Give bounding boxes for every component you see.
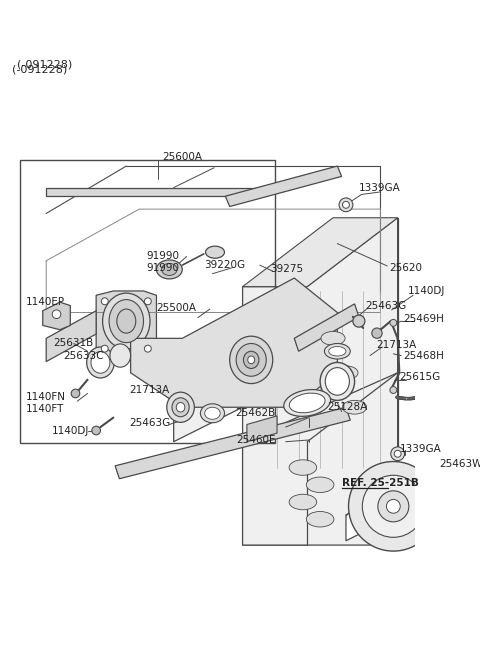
Circle shape — [394, 450, 401, 457]
Ellipse shape — [334, 366, 358, 380]
Circle shape — [339, 198, 353, 212]
Ellipse shape — [156, 260, 182, 279]
Ellipse shape — [284, 390, 331, 417]
Circle shape — [348, 462, 438, 551]
Ellipse shape — [243, 351, 259, 369]
Ellipse shape — [306, 477, 334, 493]
Ellipse shape — [117, 309, 136, 333]
Text: 1339GA: 1339GA — [399, 443, 441, 453]
Ellipse shape — [200, 404, 225, 422]
Circle shape — [353, 315, 365, 327]
Polygon shape — [96, 291, 156, 358]
Circle shape — [101, 298, 108, 305]
Text: 25633C: 25633C — [63, 350, 104, 361]
Ellipse shape — [321, 331, 345, 345]
Text: REF. 25-251B: REF. 25-251B — [342, 478, 419, 488]
Polygon shape — [115, 407, 350, 479]
Circle shape — [52, 310, 61, 319]
Circle shape — [92, 426, 100, 435]
Ellipse shape — [162, 264, 177, 276]
Ellipse shape — [176, 403, 185, 412]
Text: 21713A: 21713A — [376, 340, 416, 350]
Text: 1339GA: 1339GA — [359, 182, 401, 193]
Ellipse shape — [236, 344, 266, 377]
Text: (-091228): (-091228) — [12, 64, 67, 74]
Text: 39275: 39275 — [270, 264, 303, 274]
Text: (-091228): (-091228) — [17, 60, 72, 70]
Polygon shape — [226, 166, 342, 207]
Text: 25615G: 25615G — [399, 372, 441, 382]
Text: 21713A: 21713A — [129, 385, 169, 395]
Text: 25460E: 25460E — [236, 435, 275, 445]
Text: 25500A: 25500A — [156, 303, 196, 313]
Text: 25469H: 25469H — [403, 314, 444, 324]
Ellipse shape — [329, 346, 346, 356]
Bar — [20, 160, 276, 443]
Text: 25462B: 25462B — [235, 408, 276, 419]
Polygon shape — [294, 304, 359, 351]
Ellipse shape — [110, 344, 131, 367]
Ellipse shape — [103, 293, 150, 349]
Circle shape — [101, 345, 108, 352]
Text: 25631B: 25631B — [53, 338, 93, 348]
Polygon shape — [46, 188, 255, 196]
Text: 1140FT: 1140FT — [25, 404, 64, 414]
Ellipse shape — [306, 512, 334, 527]
Ellipse shape — [91, 352, 110, 373]
Polygon shape — [131, 278, 337, 407]
Text: 25463G: 25463G — [129, 418, 170, 428]
Circle shape — [391, 447, 405, 461]
Text: 25620: 25620 — [389, 262, 422, 273]
Text: 1140DJ: 1140DJ — [408, 286, 445, 296]
Circle shape — [144, 298, 151, 305]
Ellipse shape — [324, 344, 350, 359]
Ellipse shape — [248, 356, 255, 363]
Text: 91990: 91990 — [146, 251, 179, 260]
Circle shape — [390, 386, 397, 394]
Text: 25463W: 25463W — [439, 459, 480, 469]
Polygon shape — [46, 311, 96, 361]
Circle shape — [362, 476, 424, 537]
Circle shape — [386, 499, 400, 513]
Circle shape — [343, 201, 349, 208]
Circle shape — [71, 389, 80, 398]
Ellipse shape — [320, 363, 355, 400]
Circle shape — [372, 328, 382, 338]
Text: 1140FN: 1140FN — [25, 392, 65, 402]
Ellipse shape — [289, 460, 317, 476]
Text: 25468H: 25468H — [403, 350, 444, 361]
Text: 25600A: 25600A — [162, 152, 202, 163]
Circle shape — [144, 345, 151, 352]
Polygon shape — [242, 373, 397, 545]
Ellipse shape — [289, 494, 317, 510]
Ellipse shape — [325, 367, 349, 395]
Ellipse shape — [343, 400, 367, 414]
Polygon shape — [174, 218, 397, 545]
Ellipse shape — [172, 398, 189, 417]
Polygon shape — [247, 416, 277, 441]
Text: 1140EP: 1140EP — [25, 297, 65, 307]
Ellipse shape — [167, 392, 194, 422]
Text: 1140DJ: 1140DJ — [51, 426, 89, 436]
Circle shape — [390, 319, 397, 326]
Ellipse shape — [109, 300, 144, 342]
Ellipse shape — [435, 465, 447, 477]
Ellipse shape — [289, 393, 325, 413]
Text: 25463G: 25463G — [365, 300, 406, 310]
Text: 91990: 91990 — [146, 262, 179, 273]
Ellipse shape — [204, 407, 220, 419]
Ellipse shape — [205, 246, 225, 258]
Ellipse shape — [437, 468, 444, 474]
Text: 39220G: 39220G — [204, 260, 245, 270]
Ellipse shape — [87, 347, 114, 378]
Polygon shape — [242, 218, 397, 287]
Text: 25128A: 25128A — [327, 402, 367, 412]
Ellipse shape — [229, 336, 273, 384]
Polygon shape — [43, 302, 70, 330]
Circle shape — [378, 491, 409, 522]
